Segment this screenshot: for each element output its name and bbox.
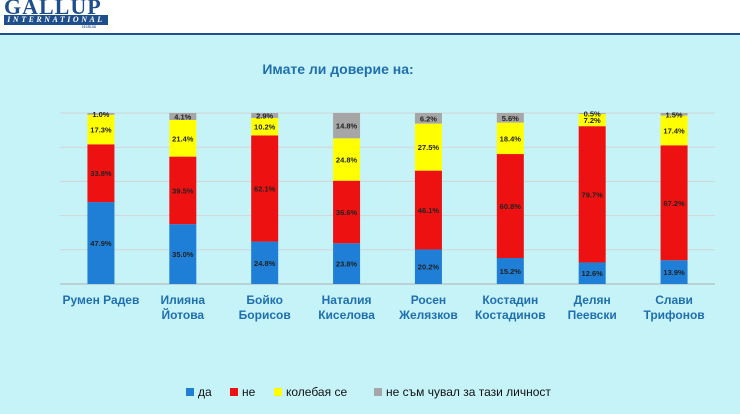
bar-segment — [251, 135, 279, 242]
gridlines — [60, 112, 715, 285]
data-label: 35.0% — [172, 250, 194, 259]
data-label: 39.5% — [172, 186, 194, 195]
data-label: 79.7% — [582, 190, 604, 199]
bar-segment — [660, 113, 688, 116]
bar-segment — [333, 180, 361, 244]
data-label: 14.8% — [336, 122, 358, 131]
logo-bar-text: INTERNATIONAL — [4, 15, 108, 25]
bar-segment — [87, 113, 115, 115]
data-label: 12.6% — [582, 269, 604, 278]
category-label: Борисов — [239, 308, 291, 322]
data-label: 17.3% — [90, 126, 112, 135]
bar-segment — [496, 258, 524, 284]
bar-segment — [333, 138, 361, 181]
bar-segment — [169, 120, 197, 157]
data-label: 5.6% — [502, 114, 519, 123]
legend-swatch — [230, 388, 238, 396]
logo-main-text: GALLUP — [4, 0, 102, 19]
legend-swatch — [186, 388, 194, 396]
bar-segment — [169, 156, 197, 225]
category-label: Костадин — [482, 293, 538, 307]
legend-label: не съм чувал за тази личност — [386, 385, 551, 399]
data-label: 2.9% — [256, 111, 273, 120]
category-label: Бойко — [246, 293, 283, 307]
bar-segment — [414, 170, 442, 250]
data-label: 4.1% — [174, 113, 191, 122]
category-label: Илияна — [161, 293, 206, 307]
bar-segment — [578, 262, 606, 284]
data-label: 23.8% — [336, 260, 358, 269]
bar-segment — [496, 154, 524, 259]
data-label: 0.5% — [584, 109, 601, 118]
bar-segment — [660, 115, 688, 146]
bar-segment — [578, 113, 606, 127]
legend-label: не — [242, 385, 256, 399]
data-label: 46.1% — [418, 206, 440, 215]
bar-segment — [87, 202, 115, 284]
category-label: Киселова — [318, 308, 375, 322]
header-rule — [0, 33, 740, 35]
category-label: Пеевски — [568, 308, 617, 322]
bar-segment — [169, 224, 197, 284]
data-label: 1.5% — [666, 110, 683, 119]
data-label: 18.4% — [500, 134, 522, 143]
bar-segment — [333, 243, 361, 284]
category-label: Росен — [411, 293, 446, 307]
bar-segment — [169, 113, 197, 121]
bar-segment — [87, 114, 115, 145]
bar-segment — [414, 249, 442, 284]
data-label: 62.1% — [254, 184, 276, 193]
bar-segment — [251, 117, 279, 136]
data-label: 36.6% — [336, 208, 358, 217]
category-label: Желязков — [398, 308, 458, 322]
data-label: 6.2% — [420, 114, 437, 123]
data-label: 24.8% — [336, 156, 358, 165]
bar-segment — [251, 241, 279, 284]
data-label: 10.2% — [254, 123, 276, 132]
category-label: Слави — [655, 293, 693, 307]
data-label: 21.4% — [172, 134, 194, 143]
bar-segment — [87, 144, 115, 203]
data-label: 13.9% — [663, 268, 685, 277]
bar-segment — [660, 260, 688, 284]
data-label: 60.8% — [500, 202, 522, 211]
gallup-logo: GALLUP INTERNATIONAL Balkan — [4, 0, 114, 36]
category-label: Трифонов — [643, 308, 704, 322]
bar-segment — [251, 113, 279, 118]
data-label: 1.0% — [92, 110, 109, 119]
legend-label: колебая се — [286, 385, 347, 399]
data-label: 24.8% — [254, 259, 276, 268]
bar-segment — [660, 145, 688, 261]
bar-segment — [414, 113, 442, 124]
data-label: 27.5% — [418, 143, 440, 152]
legend-label: да — [198, 385, 212, 399]
bar-segment — [496, 113, 524, 123]
bar-segment — [333, 113, 361, 139]
data-label: 20.2% — [418, 263, 440, 272]
bar-segment — [496, 122, 524, 155]
legend-swatch — [274, 388, 282, 396]
legend-swatch — [374, 388, 382, 396]
logo-sub-text: Balkan — [82, 25, 97, 30]
category-label: Йотова — [162, 307, 205, 322]
data-label: 47.9% — [90, 239, 112, 248]
bar-segment — [414, 123, 442, 171]
legend: да не колебая се не съм чувал за тази лично… — [186, 385, 551, 399]
category-label: Румен Радев — [63, 293, 140, 307]
category-label: Делян — [574, 293, 611, 307]
category-label: Костадинов — [475, 308, 546, 322]
data-label: 15.2% — [500, 267, 522, 276]
data-label: 7.2% — [584, 116, 601, 125]
header-band — [0, 0, 740, 33]
data-label: 33.8% — [90, 169, 112, 178]
bar-segment — [578, 126, 606, 263]
chart-title: Имате ли доверие на: — [262, 61, 413, 77]
data-label: 67.2% — [663, 199, 685, 208]
bar-segment — [578, 113, 606, 114]
bars: 47.9% 33.8% 17.3% 1.0% 35.0% 39.5% 21.4% 4.1% 24… — [87, 109, 688, 284]
data-label: 17.4% — [663, 126, 685, 135]
category-label: Наталия — [322, 293, 372, 307]
